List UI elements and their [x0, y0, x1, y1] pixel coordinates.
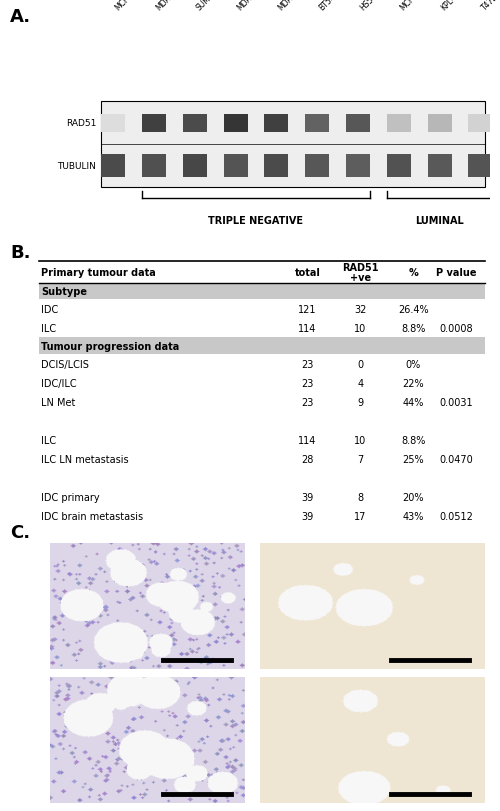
Text: 4: 4 [358, 378, 364, 388]
Bar [428, 114, 452, 132]
Bar [102, 114, 125, 132]
Text: 25%: 25% [402, 454, 424, 464]
Bar [142, 155, 166, 178]
Bar [183, 114, 206, 132]
Text: HS578T*: HS578T* [358, 0, 388, 12]
Bar [428, 155, 452, 178]
Text: ILC LN metastasis: ILC LN metastasis [41, 454, 129, 464]
Text: MCF-7: MCF-7 [399, 0, 422, 12]
Text: B.: B. [10, 243, 30, 261]
Bar [346, 114, 370, 132]
Text: 114: 114 [298, 436, 317, 445]
Text: Subtype: Subtype [41, 286, 87, 297]
Text: TUBULIN: TUBULIN [58, 162, 96, 171]
Bar [101, 102, 485, 187]
Text: 8: 8 [358, 492, 364, 502]
Bar [346, 155, 370, 178]
Bar [183, 155, 206, 178]
Text: 0.0470: 0.0470 [440, 454, 474, 464]
Text: 114: 114 [298, 324, 317, 333]
Text: 23: 23 [302, 397, 314, 407]
Bar [387, 155, 410, 178]
Text: IDC brain metastasis: IDC brain metastasis [41, 511, 144, 521]
Text: 10: 10 [354, 436, 366, 445]
Text: 7: 7 [358, 454, 364, 464]
Text: T47D: T47D [480, 0, 500, 12]
Text: RAD51: RAD51 [342, 263, 378, 272]
Bar [468, 114, 492, 132]
Bar [102, 155, 125, 178]
Text: 32: 32 [354, 305, 366, 315]
Text: 23: 23 [302, 359, 314, 369]
Text: total: total [294, 268, 320, 277]
Text: DCIS/LCIS: DCIS/LCIS [41, 359, 89, 369]
Text: 43%: 43% [402, 511, 424, 521]
Text: MDAM436*: MDAM436* [276, 0, 313, 12]
Text: 9: 9 [358, 397, 364, 407]
Text: C.: C. [10, 523, 30, 541]
Text: ILC: ILC [41, 436, 56, 445]
Text: IDC: IDC [41, 305, 58, 315]
Text: 10: 10 [354, 324, 366, 333]
Text: SUM159*: SUM159* [195, 0, 226, 12]
Text: 22%: 22% [402, 378, 424, 388]
Bar [39, 283, 485, 300]
Text: +ve: +ve [350, 272, 371, 282]
Text: P value: P value [436, 268, 476, 277]
Text: 28: 28 [302, 454, 314, 464]
Text: TRIPLE NEGATIVE: TRIPLE NEGATIVE [208, 217, 304, 226]
Text: 44%: 44% [402, 397, 424, 407]
Text: 0%: 0% [406, 359, 421, 369]
Text: ILC: ILC [41, 324, 56, 333]
Text: 17: 17 [354, 511, 366, 521]
Text: MDAMB231*: MDAMB231* [154, 0, 194, 12]
Text: IDC/ILC: IDC/ILC [41, 378, 77, 388]
Bar [39, 338, 485, 354]
Text: RAD51: RAD51 [66, 119, 96, 128]
Text: IDC primary: IDC primary [41, 492, 100, 502]
Bar [224, 155, 248, 178]
Bar [142, 114, 166, 132]
Text: %: % [408, 268, 418, 277]
Text: 23: 23 [302, 378, 314, 388]
Bar [387, 114, 410, 132]
Text: 39: 39 [302, 511, 314, 521]
Text: 39: 39 [302, 492, 314, 502]
Text: 121: 121 [298, 305, 317, 315]
Text: A.: A. [10, 8, 31, 26]
Text: 0.0031: 0.0031 [440, 397, 473, 407]
Text: 0.0512: 0.0512 [440, 511, 474, 521]
Bar [468, 155, 492, 178]
Bar [224, 114, 248, 132]
Text: 26.4%: 26.4% [398, 305, 428, 315]
Text: LN Met: LN Met [41, 397, 76, 407]
Text: 8.8%: 8.8% [401, 324, 425, 333]
Text: 0: 0 [358, 359, 364, 369]
Text: Primary tumour data: Primary tumour data [41, 268, 156, 277]
Text: Tumour progression data: Tumour progression data [41, 341, 179, 351]
Text: 0.0008: 0.0008 [440, 324, 473, 333]
Bar [264, 155, 288, 178]
Text: MCF10A: MCF10A [113, 0, 141, 12]
Bar [264, 114, 288, 132]
Bar [306, 114, 329, 132]
Text: MDAMB157*: MDAMB157* [236, 0, 276, 12]
Text: 20%: 20% [402, 492, 424, 502]
Bar [306, 155, 329, 178]
Text: 8.8%: 8.8% [401, 436, 425, 445]
Text: LUMINAL: LUMINAL [415, 217, 464, 226]
Text: BT549*: BT549* [317, 0, 344, 12]
Text: KPL-1: KPL-1 [440, 0, 461, 12]
